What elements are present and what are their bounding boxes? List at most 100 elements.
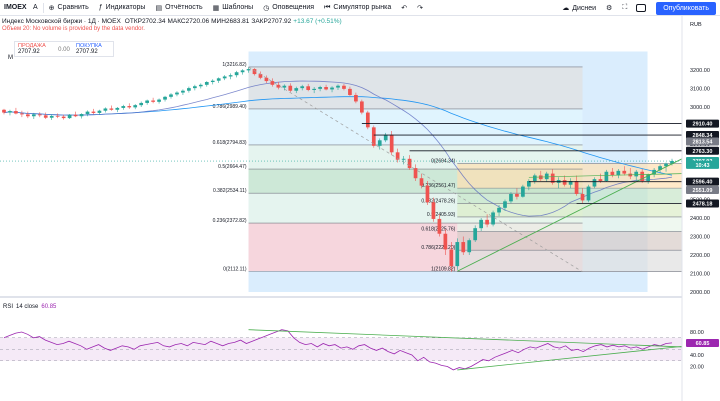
- candle-body: [121, 106, 126, 108]
- chart-area[interactable]: 1(3216.82) 0.786(2989.40) 0.618(2794.83) 0.…: [0, 16, 720, 401]
- price-label-box: [686, 177, 719, 186]
- fib-level-label-right: 1(2109.82): [431, 267, 456, 273]
- candle-body: [288, 85, 293, 91]
- candle-body: [473, 228, 478, 241]
- legend-title: Индекс Московской биржи · 1Д · MOEX: [2, 18, 121, 25]
- redo-button[interactable]: ↷: [412, 0, 428, 16]
- price-label-text: 2763.30: [693, 149, 713, 155]
- fullscreen-icon: ⛶: [622, 4, 628, 11]
- alerts-button[interactable]: ◷ Оповещения: [258, 0, 319, 16]
- candle-body: [622, 170, 627, 174]
- candle-body: [527, 181, 531, 187]
- symbol-search-button[interactable]: IMOEX: [0, 0, 28, 16]
- sell-label: ПРОДАЖА: [18, 43, 46, 49]
- rsi-tick-label: 20.00: [690, 365, 704, 371]
- fib-level-label-left: 0.786(2989.40): [213, 104, 247, 110]
- fib-level-label-right: 0.5(2405.93): [427, 212, 456, 218]
- candle-body: [509, 193, 513, 202]
- legend-high: МАКС2720.06: [167, 18, 210, 25]
- candle-body: [389, 134, 394, 153]
- candle-body: [360, 101, 364, 113]
- candle-body: [306, 86, 311, 90]
- price-tick-label: 2200.00: [690, 253, 710, 259]
- candle-body: [55, 115, 60, 117]
- compare-label: Сравнить: [57, 4, 89, 11]
- templates-button[interactable]: ▦ Шаблоны: [208, 0, 259, 16]
- publish-button[interactable]: Опубликовать: [656, 1, 716, 15]
- price-tick-label: 3100.00: [690, 87, 710, 93]
- layout-label: Диснеи: [572, 4, 597, 12]
- candle-body: [330, 87, 334, 90]
- candle-body: [383, 134, 388, 141]
- candle-body: [270, 81, 275, 85]
- reports-button[interactable]: ▤ Отчётность: [150, 0, 207, 16]
- fib-level-label-right: 0(2694.34): [431, 159, 456, 165]
- fib-zone-left: [248, 108, 583, 145]
- candle-body: [640, 171, 645, 181]
- candle-body: [544, 173, 549, 180]
- settings-button[interactable]: ⚙: [601, 0, 617, 16]
- price-label-box: [686, 131, 719, 140]
- candle-body: [151, 100, 155, 102]
- candle-body: [336, 85, 340, 88]
- candle-body: [210, 80, 215, 83]
- rsi-layer: [3, 329, 683, 371]
- fibonacci-layer[interactable]: 1(3216.82) 0.786(2989.40) 0.618(2794.83) 0.…: [213, 51, 684, 293]
- price-axis-layer[interactable]: RUB3200.003100.003000.002900.002800.0027…: [681, 16, 720, 401]
- candle-body: [485, 219, 489, 225]
- sell-button[interactable]: ПРОДАЖА 2707.92: [15, 42, 55, 56]
- camera-icon[interactable]: [636, 4, 647, 12]
- resistance-trendline: [528, 173, 683, 178]
- candle-body: [562, 180, 567, 185]
- layout-button[interactable]: ☁ Диснеи: [557, 0, 601, 16]
- rsi-value-text: 60.85: [696, 341, 710, 347]
- price-label-box: [686, 137, 719, 146]
- symbol-label: IMOEX: [4, 4, 27, 11]
- candles-layer: [2, 67, 674, 272]
- rsi-band: [0, 337, 682, 361]
- font-button[interactable]: A: [28, 0, 43, 16]
- candle-body: [461, 242, 466, 253]
- candle-body: [222, 76, 227, 79]
- candle-body: [413, 168, 418, 179]
- price-tick-label: 2300.00: [690, 235, 710, 241]
- grid-icon: ▦: [212, 4, 220, 12]
- fullscreen-button[interactable]: ⛶: [617, 0, 632, 16]
- price-label-text: 2596.40: [693, 180, 713, 186]
- background-layer: [0, 296, 682, 362]
- price-label-box: [686, 199, 719, 208]
- compare-button[interactable]: ⊕ Сравнить: [44, 0, 94, 16]
- plus-circle-icon: ⊕: [48, 4, 55, 12]
- pane-separator: [0, 296, 682, 298]
- candle-body: [342, 85, 346, 89]
- candle-body: [181, 90, 185, 93]
- price-tick-label: 2000.00: [690, 290, 710, 296]
- fib-level-label-left: 0.236(2372.82): [213, 218, 247, 224]
- drawings-layer[interactable]: [0, 66, 683, 273]
- legend-ohlc: ОТКР2702.34 МАКС2720.06 МИН2683.81 ЗАКР2…: [125, 18, 342, 25]
- buy-label: ПОКУПКА: [76, 43, 102, 49]
- report-icon: ▤: [155, 4, 163, 12]
- fib-zone-right: [457, 203, 684, 217]
- buy-button[interactable]: ПОКУПКА 2707.92: [73, 42, 113, 56]
- candle-body: [258, 74, 263, 78]
- indicators-label: Индикаторы: [105, 4, 146, 11]
- indicators-button[interactable]: ƒ Индикаторы: [94, 0, 151, 16]
- undo-button[interactable]: ↶: [396, 0, 412, 16]
- simulator-button[interactable]: ⏮ Симулятор рынка: [319, 0, 396, 16]
- gear-icon: ⚙: [606, 5, 613, 12]
- candle-body: [443, 233, 448, 250]
- fib-zone-right: [457, 250, 684, 272]
- candle-body: [515, 193, 519, 197]
- chart-legend: Индекс Московской биржи · 1Д · MOEX ОТКР…: [2, 18, 342, 32]
- currency-label: RUB: [690, 22, 702, 28]
- cloud-icon: ☁: [562, 5, 570, 12]
- candle-body: [133, 105, 138, 108]
- candle-body: [437, 218, 442, 234]
- chart-svg[interactable]: 1(3216.82) 0.786(2989.40) 0.618(2794.83) 0.…: [0, 16, 720, 401]
- candle-body: [324, 87, 328, 90]
- candle-body: [604, 171, 609, 181]
- toolbar-right: ☁ Диснеи ⚙ ⛶ Опубликовать: [557, 0, 720, 16]
- candle-body: [598, 179, 603, 181]
- candle-body: [193, 86, 197, 89]
